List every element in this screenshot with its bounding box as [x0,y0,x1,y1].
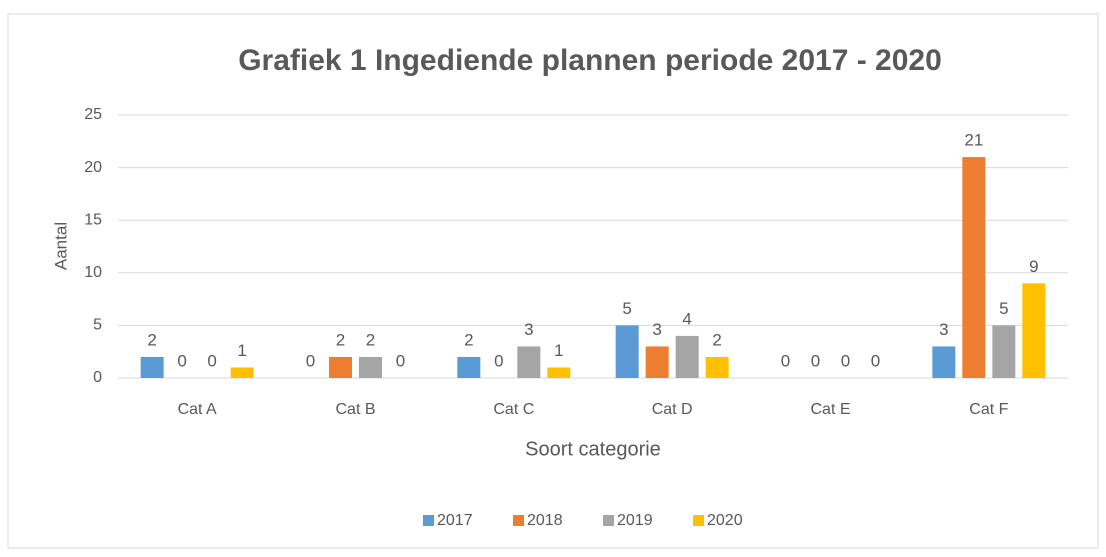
data-label: 0 [494,351,503,370]
y-axis-title: Aantal [51,222,70,270]
data-label: 4 [682,309,691,328]
data-label: 5 [999,299,1008,318]
bar [992,325,1016,378]
legend-label: 2017 [437,512,473,529]
legend-label: 2020 [707,512,743,529]
bar [615,325,639,378]
data-label: 9 [1029,257,1038,276]
data-label: 0 [781,351,790,370]
data-label: 2 [712,330,721,349]
data-label: 2 [366,330,375,349]
data-label: 0 [841,351,850,370]
x-tick-label: Cat D [652,401,693,418]
bar [457,356,481,378]
data-label: 2 [464,330,473,349]
data-label: 21 [964,131,983,150]
bar [140,356,164,378]
x-tick-label: Cat B [335,401,375,418]
data-label: 5 [622,299,631,318]
data-label: 2 [147,330,156,349]
legend-swatch [693,515,704,526]
data-label: 0 [396,351,405,370]
data-label: 0 [207,351,216,370]
bar [547,367,571,378]
legend-swatch [513,515,524,526]
bar [517,346,541,378]
legend-swatch [423,515,434,526]
data-label: 0 [811,351,820,370]
bar [645,346,669,378]
bar [705,356,729,378]
y-tick-label: 15 [84,211,102,228]
data-label: 3 [939,320,948,339]
x-tick-label: Cat A [178,401,217,418]
bar [1022,283,1046,378]
y-tick-label: 5 [93,317,102,334]
legend-swatch [603,515,614,526]
data-label: 1 [237,341,246,360]
bar [932,346,956,378]
x-tick-label: Cat E [810,401,850,418]
bar [329,356,352,378]
y-tick-label: 20 [84,159,102,176]
data-label: 0 [871,351,880,370]
data-label: 3 [524,320,533,339]
legend-label: 2019 [617,512,653,529]
y-tick-label: 10 [84,264,102,281]
data-label: 0 [177,351,186,370]
bar [675,335,699,378]
chart-border [7,13,1099,549]
data-label: 2 [336,330,345,349]
data-label: 3 [652,320,661,339]
bar [962,157,986,378]
x-axis-title: Soort categorie [525,438,661,460]
data-label: 1 [554,341,563,360]
bar [230,367,254,378]
legend-label: 2018 [527,512,563,529]
bar [359,356,382,378]
x-tick-label: Cat F [969,401,1008,418]
chart-title: Grafiek 1 Ingediende plannen periode 201… [238,44,942,77]
x-tick-label: Cat C [493,401,534,418]
y-tick-label: 25 [84,106,102,123]
data-label: 0 [306,351,315,370]
y-tick-label: 0 [93,369,102,386]
